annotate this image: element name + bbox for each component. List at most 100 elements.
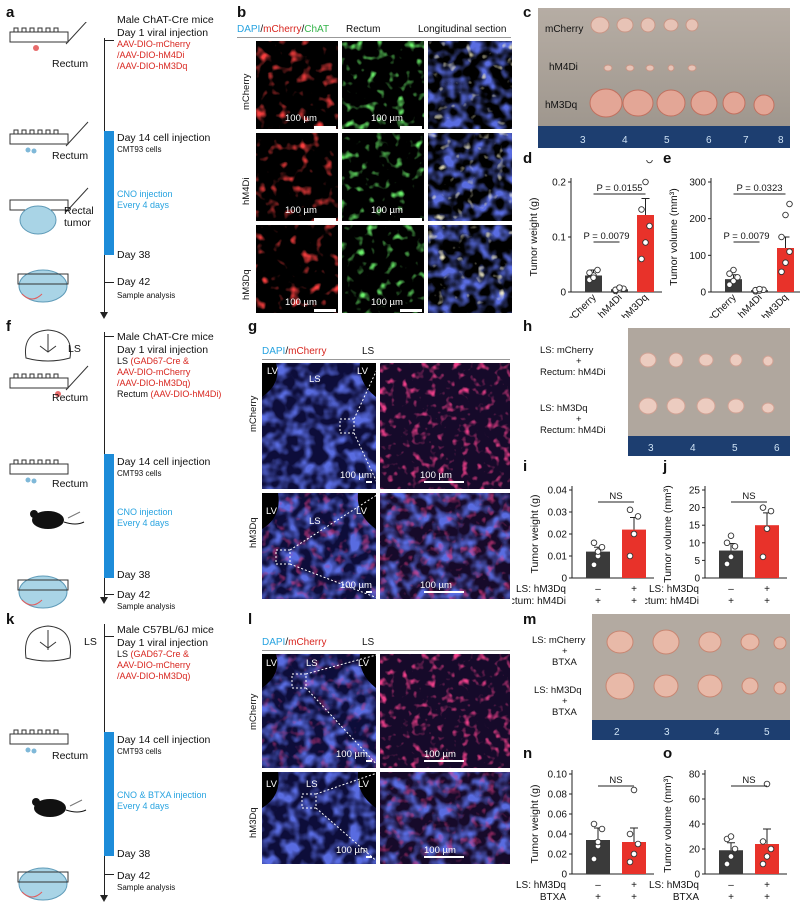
data-point (727, 833, 735, 840)
rectum-label: Rectum (52, 478, 89, 490)
condition-value: + (764, 584, 770, 595)
data-point (767, 507, 775, 515)
y-tick-label: 20 (689, 845, 701, 856)
photo-row-label: hM4Di (549, 62, 578, 73)
data-point (730, 266, 737, 274)
y-tick-label: 25 (689, 486, 701, 497)
rectum-icon (9, 365, 89, 397)
scale-bar-label: 100 µm (420, 580, 452, 591)
analysis-label: Sample analysis (117, 883, 176, 892)
data-point (634, 840, 642, 848)
cno-schedule: Every 4 days (117, 518, 170, 528)
day42-label: Day 42 (117, 276, 151, 288)
data-point (723, 860, 731, 868)
cno-label: CNO injection (117, 189, 173, 199)
row-label-hm4di: hM4Di (241, 177, 252, 205)
ruler-mark: 4 (622, 135, 628, 146)
ls-label: LS (68, 343, 81, 355)
bar (637, 215, 654, 292)
scale-bar-label: 100 µm (285, 205, 317, 216)
data-point (626, 830, 634, 838)
data-point (731, 845, 739, 853)
panel-label-f: f (6, 318, 11, 335)
brain-micrograph-grid (262, 363, 510, 599)
cno-schedule: Every 4 days (117, 801, 170, 811)
slash: / (260, 24, 264, 35)
panel-label-j: j (663, 458, 668, 475)
data-point (778, 268, 785, 276)
ruler-mark: 5 (764, 727, 770, 738)
tumor-sample-icon (17, 575, 69, 609)
data-point (782, 259, 789, 266)
chart-panel-n: 0 0.02 0.04 0.06 0.08 0.10 Tumor weight (g) NS L… (516, 770, 654, 903)
data-point (782, 211, 789, 219)
condition-value: + (595, 596, 601, 607)
virus-1: AAV-DIO-mCherry (117, 39, 191, 49)
y-tick-label: 0.02 (548, 530, 568, 541)
photo-row-plus: + (562, 696, 568, 707)
condition-value: + (595, 892, 601, 903)
tumor-icon (9, 187, 89, 235)
condition-value: – (728, 880, 734, 891)
cno-schedule: Every 4 days (117, 200, 170, 210)
ruler-mark: 3 (580, 135, 586, 146)
header-rule (237, 37, 511, 38)
data-point (726, 281, 733, 288)
tumor-photo: 3 4 5 6 (628, 328, 790, 456)
data-point (626, 552, 634, 560)
analysis-label: Sample analysis (117, 602, 176, 611)
rectum-cells-icon (9, 459, 69, 484)
scale-bar-label: 100 µm (371, 205, 403, 216)
y-tick-label: 0.2 (552, 178, 566, 189)
condition-label: LS: hM3Dq (516, 584, 566, 595)
ls-virus-line-3: /AAV-DIO-hM3Dq) (117, 671, 191, 681)
panel-label-a: a (6, 4, 15, 21)
tumor-sample-icon (17, 269, 69, 303)
y-tick-label: 15 (689, 521, 701, 532)
row-label-hm3dq: hM3Dq (248, 517, 259, 548)
condition-label: LS: hM3Dq (516, 880, 566, 891)
tumor-specimens (638, 352, 775, 415)
data-point (598, 543, 606, 551)
scale-bar-label: 100 µm (424, 845, 456, 856)
data-point (630, 786, 638, 794)
mouse-icon (32, 798, 87, 817)
panel-label-c: c (523, 4, 532, 21)
tumor-specimens (605, 629, 787, 700)
rectum-cells-icon (9, 121, 89, 154)
row-label-mcherry: mCherry (248, 693, 259, 730)
analysis-label: Sample analysis (117, 291, 176, 300)
header-rule (262, 650, 510, 651)
data-point (638, 206, 645, 213)
lv-label: LV (358, 779, 369, 790)
condition-value: + (764, 892, 770, 903)
stain-header: DAPI/mCherry (262, 346, 326, 358)
rectum-virus: (AAV-DIO-hM4Di) (150, 389, 222, 399)
data-point (763, 525, 771, 532)
significance-label: P = 0.0079 (583, 231, 629, 242)
data-point (763, 780, 771, 788)
mcherry-label: mCherry (288, 346, 327, 357)
day1-label: Day 1 viral injection (117, 344, 209, 356)
data-point (730, 277, 737, 285)
scale-bar-label: 100 µm (336, 845, 368, 856)
timeline-tick (104, 636, 114, 637)
scale-bar (400, 218, 422, 221)
x-tick-label: mCherry (704, 292, 739, 318)
y-axis-label: Tumor weight (g) (529, 495, 541, 574)
data-point (727, 853, 735, 860)
data-point (590, 274, 597, 281)
ruler-mark: 7 (743, 135, 749, 146)
panel-label-k: k (6, 611, 15, 628)
bar (777, 248, 794, 292)
significance-label: NS (742, 775, 755, 786)
data-point (759, 553, 767, 561)
treatment-bar (104, 732, 114, 856)
data-point (590, 561, 598, 569)
ls-prefix: LS (117, 356, 131, 366)
scale-bar (314, 309, 336, 312)
ruler-mark: 3 (664, 727, 670, 738)
rectum-illustrations-a (9, 22, 89, 303)
data-point (759, 504, 767, 511)
photo-row-label: Rectum: hM4Di (540, 425, 606, 436)
